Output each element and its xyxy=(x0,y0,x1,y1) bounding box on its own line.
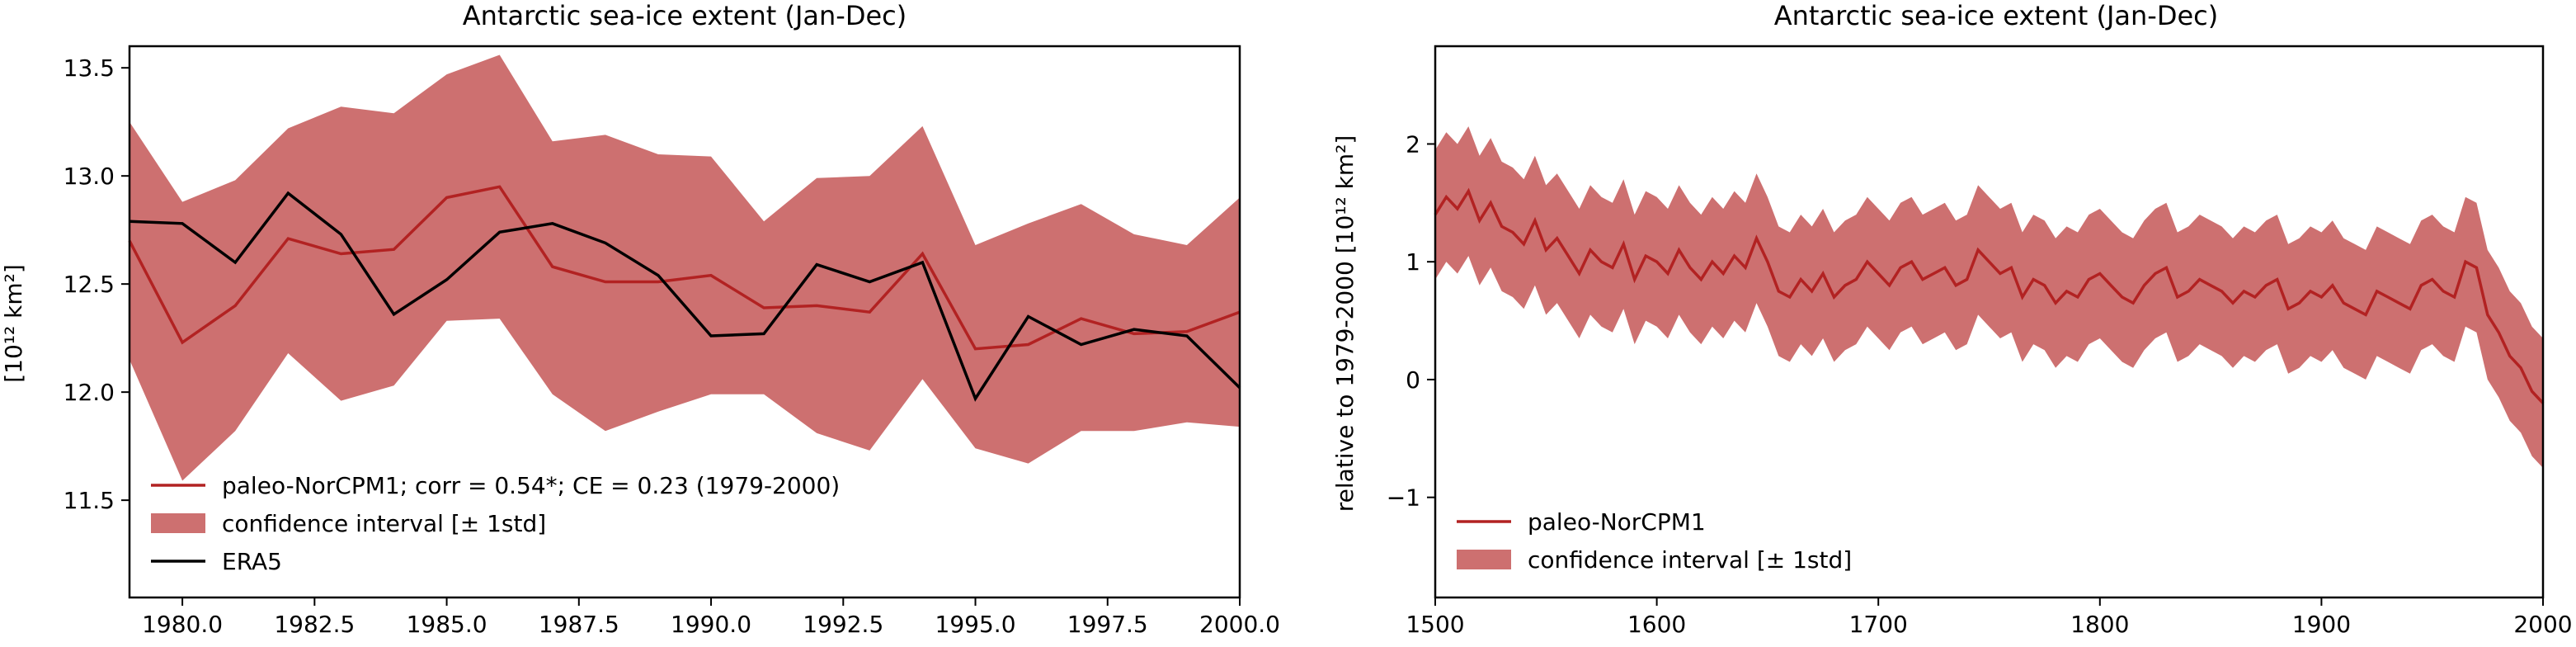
p1-legend-label: confidence interval [± 1std] xyxy=(1528,546,1852,574)
p1-legend-label: paleo-NorCPM1 xyxy=(1528,508,1706,536)
p0-x-tick-label: 2000.0 xyxy=(1199,611,1280,638)
left-y-axis-ticks: 11.5 12.0 12.5 13.0 13.5 xyxy=(64,54,130,514)
p1-y-tick-label: 1 xyxy=(1406,248,1420,276)
p0-x-tick-label: 1980.0 xyxy=(142,611,223,638)
p0-x-tick-label: 1990.0 xyxy=(671,611,751,638)
p0-x-tick-label: 1995.0 xyxy=(935,611,1016,638)
left-legend: paleo-NorCPM1; corr = 0.54*; CE = 0.23 (… xyxy=(151,472,840,575)
right-paleo-norcpm1-line xyxy=(1434,187,2545,404)
right-confidence-band-area xyxy=(1435,126,2543,468)
p1-y-tick-label: −1 xyxy=(1387,484,1420,512)
p0-y-tick-label: 11.5 xyxy=(64,487,115,514)
p1-x-tick-label: 1800 xyxy=(2070,611,2129,638)
p1-y-tick-label: 2 xyxy=(1406,130,1420,158)
p0-legend-label: confidence interval [± 1std] xyxy=(222,510,546,537)
p0-legend-label: paleo-NorCPM1; corr = 0.54*; CE = 0.23 (… xyxy=(222,472,840,499)
left-era5-line xyxy=(129,191,1241,402)
right-plot-frame xyxy=(1434,45,2545,599)
right-confidence-band xyxy=(1435,126,2543,468)
p1-x-tick-label: 1500 xyxy=(1406,611,1464,638)
p0-y-tick-label: 13.5 xyxy=(64,54,115,82)
p0-x-tick-label: 1982.5 xyxy=(274,611,355,638)
right-legend: paleo-NorCPM1 confidence interval [± 1std… xyxy=(1457,508,1852,574)
left-chart-panel: Antarctic sea-ice extent (Jan-Dec) [10¹²… xyxy=(0,0,1280,638)
p0-y-tick-label: 12.5 xyxy=(64,271,115,298)
p0-x-tick-label: 1985.0 xyxy=(407,611,487,638)
left-confidence-band xyxy=(130,54,1240,481)
p1-x-tick-label: 1700 xyxy=(1849,611,1908,638)
left-confidence-band-area xyxy=(130,54,1240,481)
left-plot-frame xyxy=(128,45,1241,599)
p1-legend-band-swatch xyxy=(1457,550,1511,569)
right-series-lines xyxy=(1434,187,2545,404)
p0-x-tick-label: 1997.5 xyxy=(1067,611,1148,638)
p0-legend-label: ERA5 xyxy=(222,548,282,575)
right-chart-y-axis-label: relative to 1979-2000 [10¹² km²] xyxy=(1331,135,1359,512)
p1-x-tick-label: 1600 xyxy=(1627,611,1686,638)
right-chart-title: Antarctic sea-ice extent (Jan-Dec) xyxy=(1774,0,2219,31)
p0-legend-band-swatch xyxy=(151,513,205,533)
left-x-axis-ticks: 1980.0 1982.5 1985.0 1987.5 1990.0 1992.5 1995… xyxy=(142,597,1280,638)
p1-x-tick-label: 2000 xyxy=(2513,611,2572,638)
right-y-axis-ticks: −1 0 1 2 xyxy=(1387,130,1435,512)
p0-y-tick-label: 12.0 xyxy=(64,379,115,406)
right-chart-panel: Antarctic sea-ice extent (Jan-Dec) relat… xyxy=(1331,0,2573,638)
p0-y-tick-label: 13.0 xyxy=(64,163,115,190)
left-series-lines xyxy=(128,185,1241,402)
p1-x-tick-label: 1900 xyxy=(2292,611,2351,638)
left-chart-title: Antarctic sea-ice extent (Jan-Dec) xyxy=(463,0,907,31)
p1-y-tick-label: 0 xyxy=(1406,366,1420,394)
p0-x-tick-label: 1987.5 xyxy=(539,611,619,638)
p0-x-tick-label: 1992.5 xyxy=(803,611,883,638)
left-chart-y-axis-label: [10¹² km²] xyxy=(0,264,27,383)
right-x-axis-ticks: 1500 1600 1700 1800 1900 2000 xyxy=(1406,597,2573,638)
